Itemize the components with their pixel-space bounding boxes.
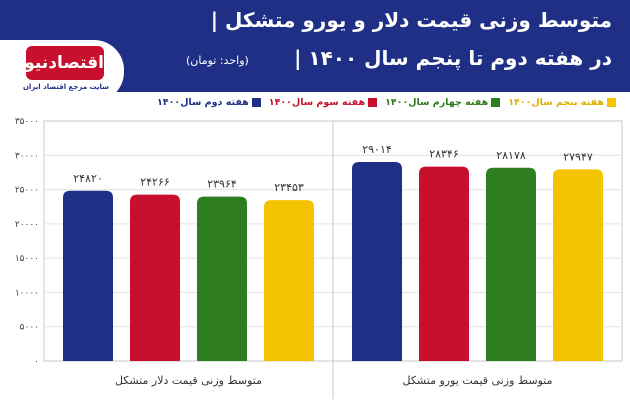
data-label: ۲۷۹۴۷ bbox=[563, 150, 593, 163]
bar bbox=[486, 167, 536, 361]
legend-item-week3: هفته سوم سال۱۴۰۰ bbox=[268, 97, 378, 108]
logo: اقتصادنیوز سایت مرجع اقتصاد ایران bbox=[0, 40, 124, 102]
legend-label-week2: هفته دوم سال۱۴۰۰ bbox=[156, 97, 249, 108]
data-label: ۲۳۴۵۳ bbox=[274, 181, 304, 194]
data-label: ۲۴۸۲۰ bbox=[73, 172, 103, 185]
legend-swatch-week5 bbox=[607, 98, 616, 107]
bar bbox=[352, 162, 402, 361]
legend-swatch-week4 bbox=[491, 98, 501, 107]
data-label: ۲۴۲۶۶ bbox=[140, 176, 170, 189]
legend-label-week3: هفته سوم سال۱۴۰۰ bbox=[268, 97, 366, 108]
chart-subtitle: در هفته دوم تا پنجم سال ۱۴۰۰ | bbox=[294, 46, 612, 70]
chart-title: متوسط وزنی قیمت دلار و یورو متشکل | bbox=[210, 8, 612, 32]
data-label: ۲۸۱۷۸ bbox=[496, 149, 526, 162]
legend-item-week2: هفته دوم سال۱۴۰۰ bbox=[157, 97, 261, 108]
legend-label-week5: هفته پنجم سال۱۴۰۰ bbox=[508, 97, 604, 108]
bar bbox=[130, 194, 180, 361]
logo-mark: اقتصادنیوز bbox=[14, 46, 104, 80]
y-tick-label: ۰ bbox=[34, 357, 39, 367]
legend: هفته دوم سال۱۴۰۰ هفته سوم سال۱۴۰۰ هفته چ… bbox=[157, 97, 616, 108]
logo-tagline: سایت مرجع اقتصاد ایران bbox=[22, 83, 110, 91]
legend-item-week5: هفته پنجم سال۱۴۰۰ bbox=[508, 97, 616, 108]
y-tick-label: ۳۵۰۰۰ bbox=[15, 117, 39, 127]
data-label: ۲۳۹۶۴ bbox=[207, 178, 237, 191]
y-tick-label: ۲۵۰۰۰ bbox=[15, 186, 39, 196]
bar bbox=[197, 196, 247, 361]
unit-label: (واحد: تومان) bbox=[186, 54, 249, 67]
bar bbox=[553, 169, 603, 361]
bar bbox=[419, 166, 469, 361]
data-label: ۲۹۰۱۴ bbox=[362, 143, 392, 156]
legend-swatch-week3 bbox=[368, 98, 378, 107]
y-tick-label: ۱۵۰۰۰ bbox=[15, 254, 39, 264]
y-tick-label: ۵۰۰۰ bbox=[20, 323, 39, 333]
y-tick-label: ۱۰۰۰۰ bbox=[15, 288, 39, 298]
bar bbox=[63, 190, 113, 361]
data-label: ۲۸۳۴۶ bbox=[429, 148, 459, 161]
legend-item-week4: هفته چهارم سال۱۴۰۰ bbox=[385, 97, 501, 108]
legend-swatch-week2 bbox=[251, 98, 261, 107]
y-tick-label: ۲۰۰۰۰ bbox=[15, 220, 39, 230]
legend-label-week4: هفته چهارم سال۱۴۰۰ bbox=[385, 97, 489, 108]
category-label: متوسط وزنی قیمت یورو متشکل bbox=[403, 374, 553, 387]
bar bbox=[264, 200, 314, 361]
category-label: متوسط وزنی قیمت دلار متشکل bbox=[115, 374, 262, 387]
y-tick-label: ۳۰۰۰۰ bbox=[15, 151, 39, 161]
